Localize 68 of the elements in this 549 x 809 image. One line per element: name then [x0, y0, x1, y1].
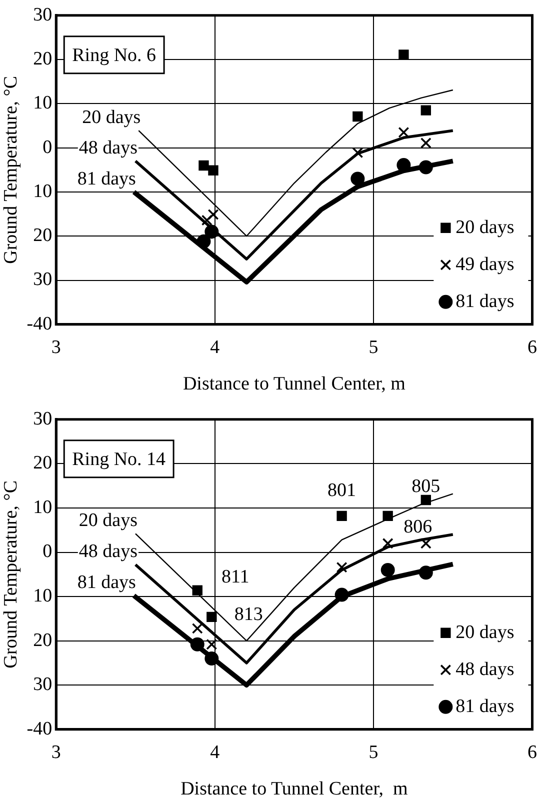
- y-axis-title: Ground Temperature, °C: [0, 76, 22, 264]
- y-tick-label: 30: [33, 269, 52, 290]
- point: [192, 622, 203, 634]
- point: [420, 538, 432, 549]
- point: [208, 165, 218, 176]
- y-tick-label: 30: [33, 408, 52, 430]
- point: [352, 111, 363, 122]
- y-axis-title: Ground Temperature, °C: [0, 480, 22, 668]
- point: [336, 562, 348, 573]
- series-label: 81 days: [77, 572, 136, 594]
- y-tick-label: -40: [26, 313, 52, 334]
- y-tick-label: 10: [33, 496, 52, 518]
- x-tick-label: 6: [528, 336, 537, 358]
- point: [352, 147, 364, 158]
- point: [398, 50, 409, 60]
- y-tick-label: 10: [33, 586, 52, 607]
- y-tick-label: 10: [33, 180, 52, 202]
- point: [201, 214, 212, 226]
- legend-label: 20 days: [456, 622, 514, 643]
- series-label: 48 days: [78, 138, 138, 159]
- point: [192, 585, 202, 596]
- point: [336, 510, 347, 522]
- series-label: 20 days: [78, 510, 138, 532]
- x-tick-label: 6: [528, 742, 537, 763]
- legend-label: 81 days: [456, 696, 514, 717]
- annotation: 805: [412, 476, 440, 497]
- y-tick-label: -40: [26, 718, 52, 740]
- y-tick-label: 10: [33, 92, 52, 114]
- text: Ring No. 14: [72, 448, 166, 470]
- legend-label: 81 days: [456, 290, 514, 312]
- legend-label: 49 days: [456, 254, 514, 275]
- text: Ring No. 6: [72, 44, 156, 66]
- legend-label: 20 days: [456, 216, 514, 238]
- annotation: 801: [328, 480, 356, 501]
- x-tick-label: 3: [51, 336, 61, 358]
- y-tick-label: 20: [33, 48, 52, 70]
- series-label: 20 days: [82, 107, 141, 128]
- y-tick-label: 30: [33, 4, 52, 26]
- x-tick-label: 4: [210, 742, 220, 763]
- y-tick-label: 20: [33, 452, 52, 474]
- x-axis-title: Distance to Tunnel Center, m: [180, 778, 408, 800]
- legend-label: 48 days: [456, 658, 514, 680]
- annotation: 806: [404, 516, 432, 538]
- point: [350, 172, 365, 186]
- point: [398, 126, 410, 138]
- series-label: 81 days: [77, 168, 136, 190]
- y-tick-label: 20: [33, 630, 52, 651]
- point: [208, 208, 219, 220]
- point: [420, 105, 432, 116]
- point: [206, 638, 218, 650]
- y-tick-label: 0: [42, 136, 52, 158]
- point: [198, 160, 209, 171]
- point: [380, 562, 395, 577]
- y-tick-label: 30: [33, 674, 52, 696]
- annotation: 813: [234, 604, 263, 625]
- point: [206, 612, 217, 622]
- y-tick-label: 20: [33, 225, 52, 246]
- annotation: 811: [221, 566, 250, 588]
- y-tick-label: 0: [42, 541, 52, 562]
- point: [382, 538, 394, 549]
- x-tick-label: 5: [368, 742, 378, 763]
- series-label: 48 days: [78, 541, 138, 562]
- x-axis-title: Distance to Tunnel Center, m: [182, 374, 406, 395]
- x-tick-label: 3: [51, 742, 61, 763]
- point: [382, 510, 393, 522]
- x-tick-label: 5: [368, 336, 378, 358]
- point: [420, 137, 432, 148]
- x-tick-label: 4: [210, 336, 220, 358]
